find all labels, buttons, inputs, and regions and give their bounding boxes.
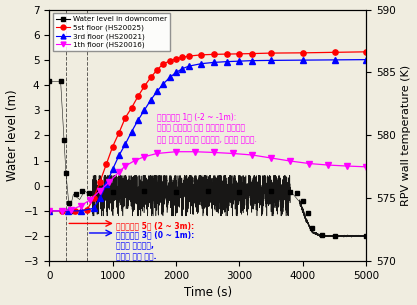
- Text: 상부플레녀 3층 (0 ~ 1m):
수위가 고갈되어,
온도가 크게 상승.: 상부플레녀 3층 (0 ~ 1m): 수위가 고갈되어, 온도가 크게 상승.: [116, 231, 195, 262]
- Y-axis label: RPV wall temperature (K): RPV wall temperature (K): [402, 65, 412, 206]
- X-axis label: Time (s): Time (s): [183, 286, 232, 300]
- Text: 상부플레녀 1층 (-2 ~ -1m):
저온관 소형파단 부위 냉각재가 상실되어
수위 상승과 하강이 반복되고, 온도가 상승함.: 상부플레녀 1층 (-2 ~ -1m): 저온관 소형파단 부위 냉각재가 상실…: [157, 113, 257, 144]
- Y-axis label: Water level (m): Water level (m): [5, 90, 18, 181]
- Text: 상부플레녀 5층 (2 ~ 3m):: 상부플레녀 5층 (2 ~ 3m):: [116, 221, 195, 230]
- Legend: Water level in downcomer, 5st floor (HS20025), 3rd floor (HS20021), 1th floor (H: Water level in downcomer, 5st floor (HS2…: [53, 13, 170, 51]
